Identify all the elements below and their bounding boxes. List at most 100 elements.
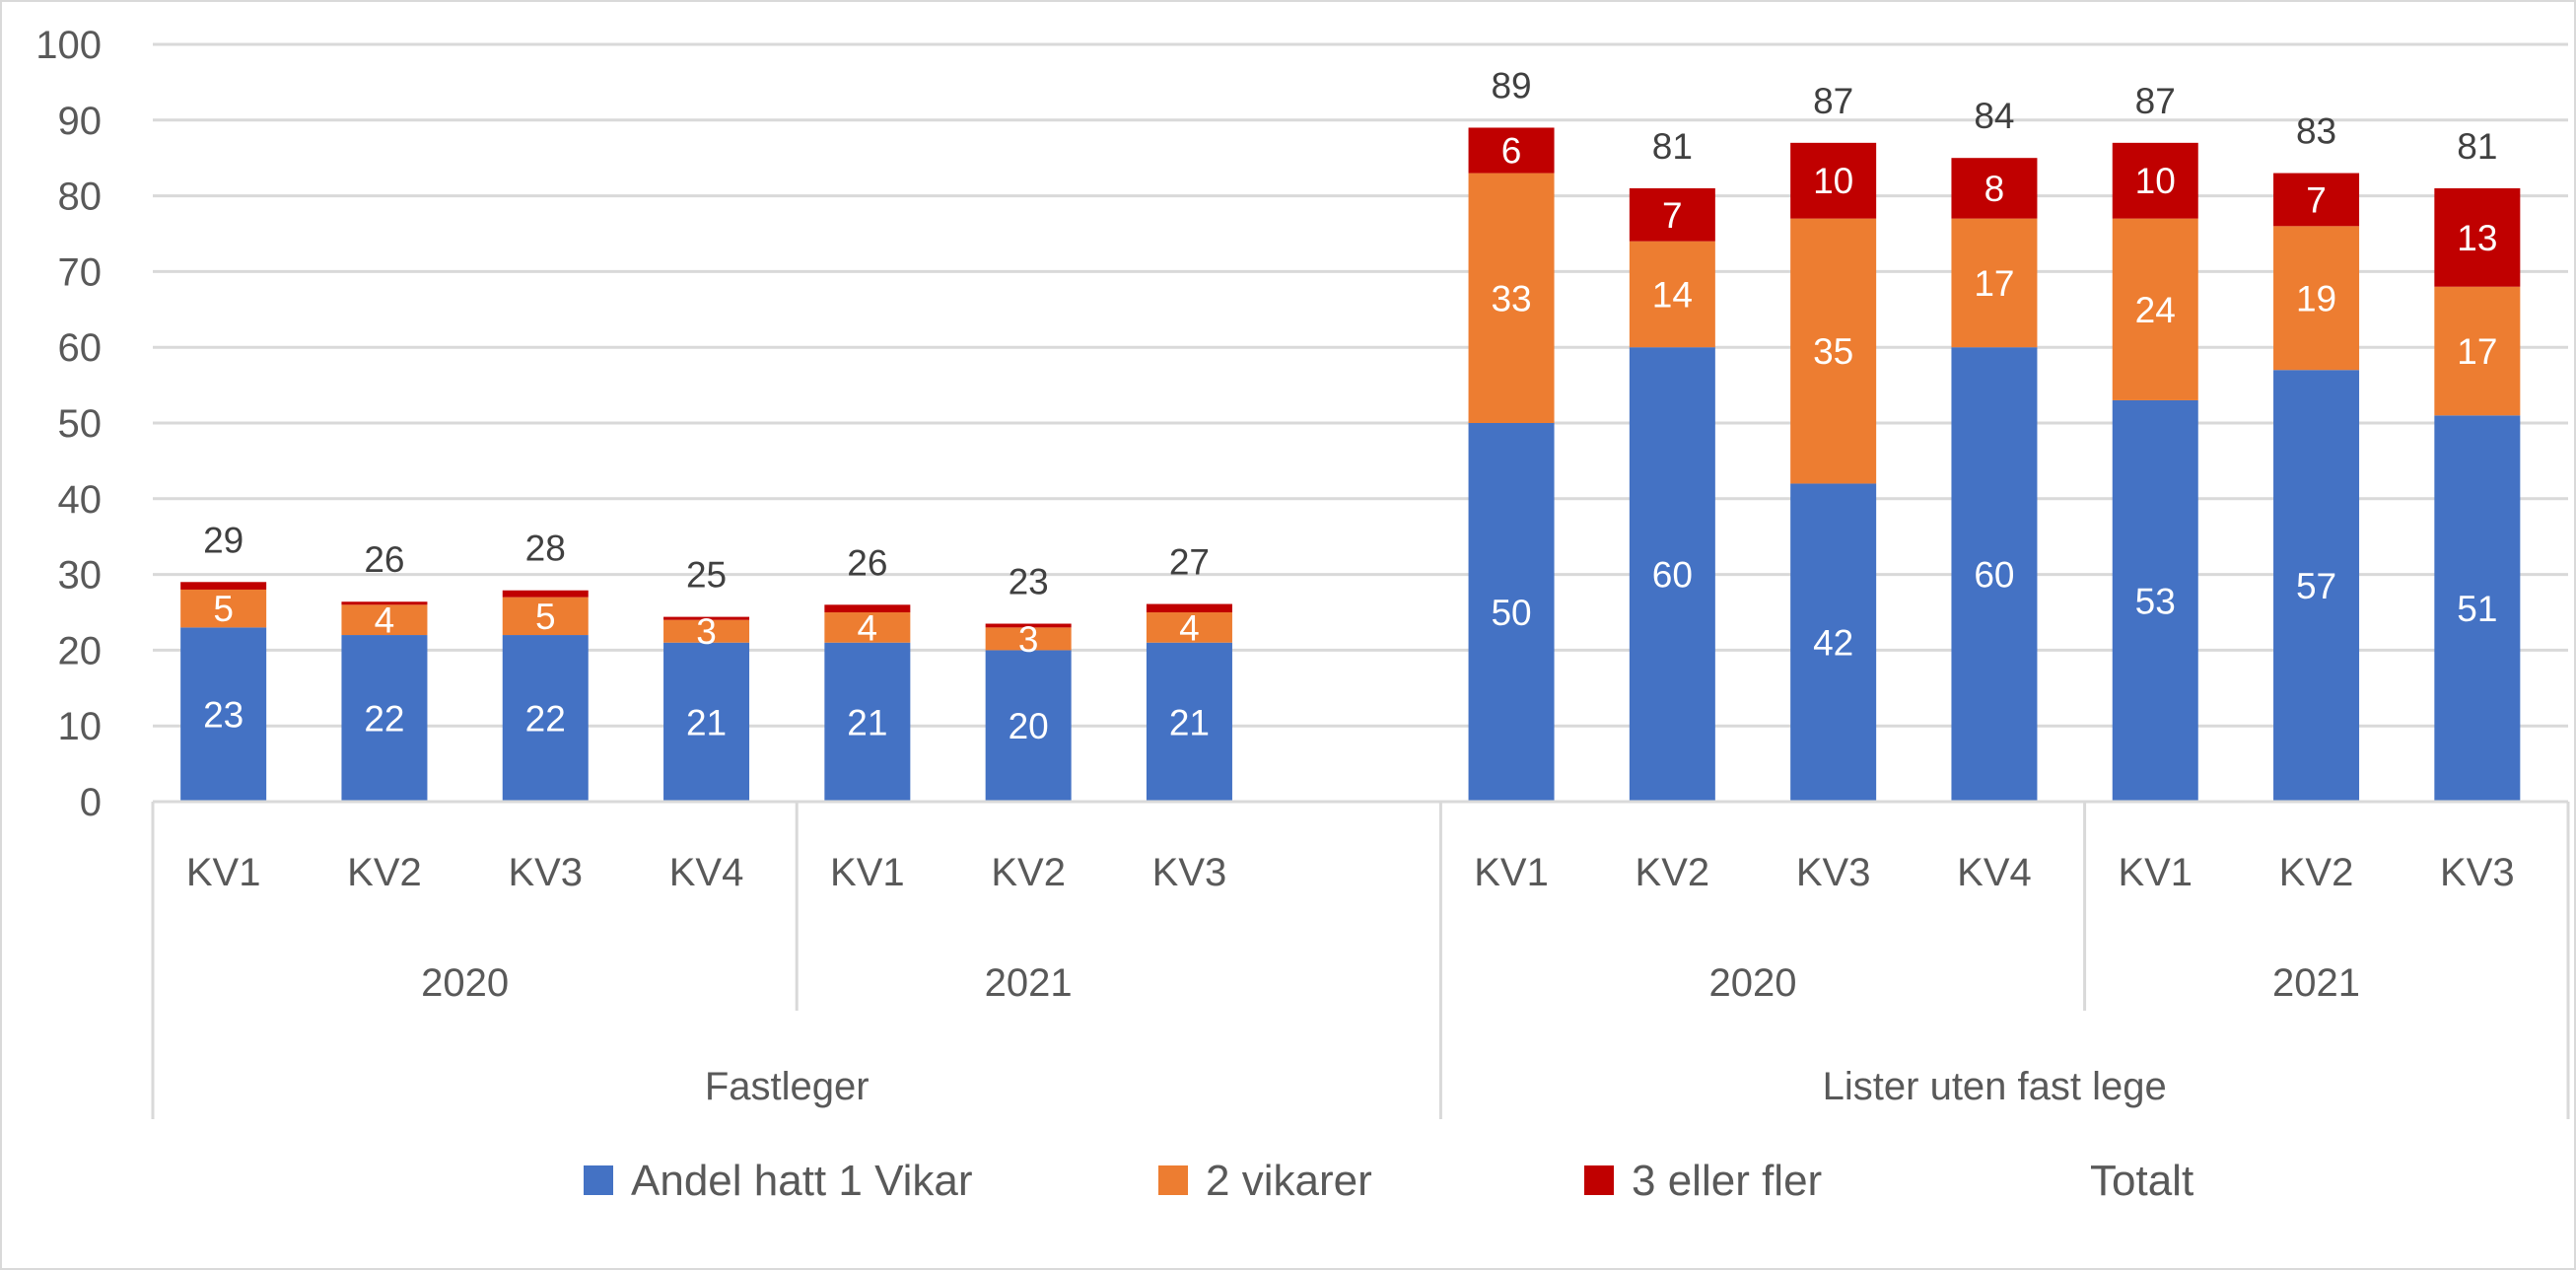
segment-label: 7: [2306, 179, 2327, 220]
y-tick-label: 60: [58, 326, 103, 370]
bar-segment-3-eller-fler: [2112, 142, 2198, 219]
bar-segment-2-vikarer: [1629, 241, 1715, 348]
segment-label: 60: [1974, 555, 2014, 596]
segment-label: 21: [1169, 702, 1210, 742]
quarter-label: KV4: [669, 851, 744, 894]
total-label: 28: [525, 529, 566, 569]
y-tick-label: 90: [58, 100, 103, 143]
quarter-label: KV3: [2440, 851, 2515, 894]
total-label: 26: [847, 542, 887, 583]
total-label: 23: [1009, 562, 1049, 602]
quarter-label: KV2: [1636, 851, 1710, 894]
y-tick-label: 0: [80, 781, 102, 824]
segment-label: 33: [1491, 278, 1531, 318]
segment-label: 4: [375, 600, 395, 641]
segment-label: 21: [847, 702, 887, 742]
group-label: Fastleger: [705, 1065, 870, 1108]
legend-swatch: [584, 1165, 613, 1195]
quarter-label: KV1: [2118, 851, 2193, 894]
total-label: 84: [1974, 96, 2014, 136]
segment-label: 4: [858, 607, 878, 648]
segment-label: 50: [1491, 593, 1531, 633]
total-label: 81: [2457, 126, 2497, 167]
bar-segment-2-vikarer: [985, 627, 1072, 651]
total-label: 89: [1491, 65, 1531, 106]
bar-segment-andel-hatt-1-vikar: [180, 627, 267, 802]
segment-label: 17: [1974, 263, 2014, 304]
bar-segment-andel-hatt-1-vikar: [1790, 483, 1877, 802]
y-tick-label: 50: [58, 402, 103, 446]
segment-label: 22: [364, 699, 404, 740]
segment-label: 13: [2457, 218, 2497, 258]
bar-segment-2-vikarer: [1468, 173, 1555, 423]
segment-label: 22: [525, 699, 566, 740]
y-tick-label: 70: [58, 250, 103, 294]
segment-label: 3: [696, 611, 717, 652]
legend-label: 2 vikarer: [1206, 1157, 1372, 1205]
segment-label: 3: [1018, 619, 1039, 660]
bar-segment-3-eller-fler: [2273, 173, 2360, 227]
segment-label: 53: [2135, 581, 2176, 621]
y-tick-label: 10: [58, 705, 103, 748]
bar-segment-andel-hatt-1-vikar: [663, 642, 750, 802]
segment-label: 51: [2457, 589, 2497, 629]
legend-label: Totalt: [2090, 1157, 2193, 1205]
segment-label: 17: [2457, 331, 2497, 372]
bar-segment-2-vikarer: [2434, 286, 2521, 416]
bar-segment-3-eller-fler: [824, 604, 911, 612]
bar-segment-3-eller-fler: [502, 590, 589, 598]
segment-label: 8: [1984, 169, 2005, 209]
total-label: 87: [2135, 81, 2176, 121]
total-label: 81: [1652, 126, 1693, 167]
segment-label: 24: [2135, 290, 2176, 330]
y-tick-label: 80: [58, 176, 103, 219]
quarter-label: KV3: [508, 851, 583, 894]
segment-label: 4: [1179, 607, 1200, 648]
bar-segment-andel-hatt-1-vikar: [2273, 370, 2360, 802]
segment-label: 10: [1813, 161, 1853, 201]
quarter-label: KV1: [1474, 851, 1549, 894]
quarter-label: KV1: [830, 851, 905, 894]
y-tick-label: 30: [58, 554, 103, 598]
legend-swatch: [1158, 1165, 1188, 1195]
bar-segment-2-vikarer: [2112, 218, 2198, 400]
group-label: Lister uten fast lege: [1823, 1065, 2167, 1108]
segment-label: 14: [1652, 274, 1693, 315]
bar-segment-2-vikarer: [180, 589, 267, 628]
segment-label: 10: [2135, 161, 2176, 201]
bar-segment-3-eller-fler: [663, 616, 750, 620]
bar-segment-andel-hatt-1-vikar: [2434, 415, 2521, 802]
bar-segment-andel-hatt-1-vikar: [2112, 399, 2198, 802]
bar-segment-andel-hatt-1-vikar: [1468, 423, 1555, 802]
quarter-label: KV2: [2279, 851, 2354, 894]
bar-segment-2-vikarer: [2273, 226, 2360, 371]
bar-segment-3-eller-fler: [985, 623, 1072, 628]
segment-label: 5: [213, 589, 234, 629]
quarter-label: KV1: [186, 851, 261, 894]
segment-label: 60: [1652, 555, 1693, 596]
bar-segment-andel-hatt-1-vikar: [985, 650, 1072, 802]
quarter-label: KV2: [991, 851, 1066, 894]
legend-item: 2 vikarer: [1158, 1157, 1372, 1205]
year-label: 2020: [421, 961, 509, 1005]
segment-label: 5: [535, 597, 556, 637]
segment-label: 23: [203, 695, 244, 736]
total-label: 26: [364, 539, 404, 580]
bar-segment-2-vikarer: [502, 597, 589, 636]
total-label: 87: [1813, 81, 1853, 121]
bar-segment-andel-hatt-1-vikar: [1629, 347, 1715, 802]
legend-label: 3 eller fler: [1632, 1157, 1822, 1205]
bar-segment-2-vikarer: [824, 612, 911, 643]
y-tick-label: 20: [58, 629, 103, 672]
quarter-label: KV3: [1796, 851, 1871, 894]
bar-segment-3-eller-fler: [1468, 127, 1555, 174]
legend-swatch: [1584, 1165, 1614, 1195]
bar-segment-3-eller-fler: [2434, 187, 2521, 287]
segment-label: 21: [686, 702, 727, 742]
quarter-label: KV2: [347, 851, 422, 894]
segment-label: 20: [1009, 706, 1049, 746]
bar-segment-andel-hatt-1-vikar: [824, 642, 911, 802]
bar-segment-2-vikarer: [663, 619, 750, 643]
bar-segment-3-eller-fler: [1629, 187, 1715, 242]
bar-segment-2-vikarer: [1951, 218, 2038, 348]
